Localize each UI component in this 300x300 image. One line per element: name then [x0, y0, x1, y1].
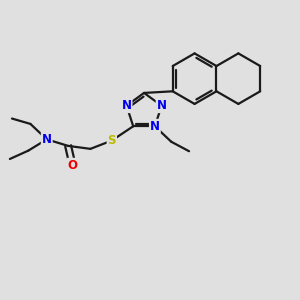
Text: O: O [68, 159, 78, 172]
Text: N: N [157, 99, 166, 112]
Text: N: N [42, 133, 52, 146]
Text: N: N [122, 99, 131, 112]
Text: S: S [108, 134, 116, 147]
Text: N: N [150, 120, 160, 133]
